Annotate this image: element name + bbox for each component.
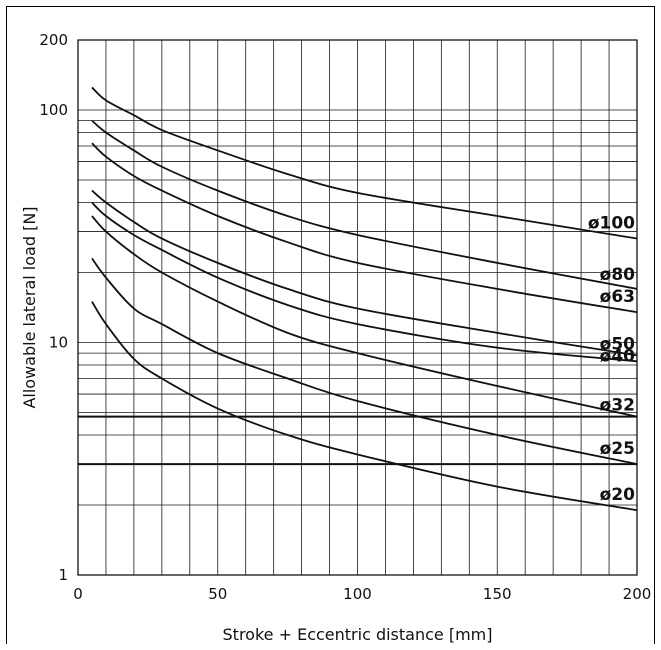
x-axis-title: Stroke + Eccentric distance [mm] — [223, 625, 493, 644]
series-curve-7 — [91, 257, 638, 465]
x-tick-label: 200 — [623, 585, 652, 603]
series-label: ø25 — [600, 439, 635, 459]
series-curve-8 — [91, 301, 638, 512]
y-tick-label: 200 — [39, 31, 68, 49]
series-label: ø40 — [600, 346, 636, 366]
y-axis-title: Allowable lateral load [N] — [20, 206, 39, 408]
grid — [78, 40, 637, 575]
x-tick-label: 100 — [343, 585, 372, 603]
series-curve-4 — [91, 189, 638, 357]
series-curve-6 — [91, 215, 638, 418]
series-curve-3 — [91, 142, 638, 314]
series-curves — [91, 86, 638, 512]
tick-labels: 0 50 100 150 200 1 10 100 200 — [39, 31, 651, 603]
reference-lines — [78, 415, 637, 466]
series-label: ø100 — [588, 214, 635, 234]
chart-frame — [6, 6, 655, 644]
series-curve-5 — [91, 201, 638, 363]
y-tick-label: 10 — [49, 333, 68, 351]
y-tick-label: 1 — [58, 566, 68, 584]
series-label: ø20 — [600, 485, 636, 505]
series-label: ø63 — [600, 287, 635, 307]
y-tick-label: 100 — [39, 101, 68, 119]
x-tick-label: 50 — [208, 585, 227, 603]
x-tick-label: 150 — [483, 585, 512, 603]
plot-area-border — [77, 39, 638, 576]
series-label: ø32 — [600, 396, 635, 416]
series-label: ø80 — [600, 265, 636, 285]
series-curve-2 — [91, 119, 638, 290]
x-tick-label: 0 — [73, 585, 83, 603]
series-curve-1 — [91, 86, 638, 240]
series-label: ø50 — [600, 334, 636, 354]
